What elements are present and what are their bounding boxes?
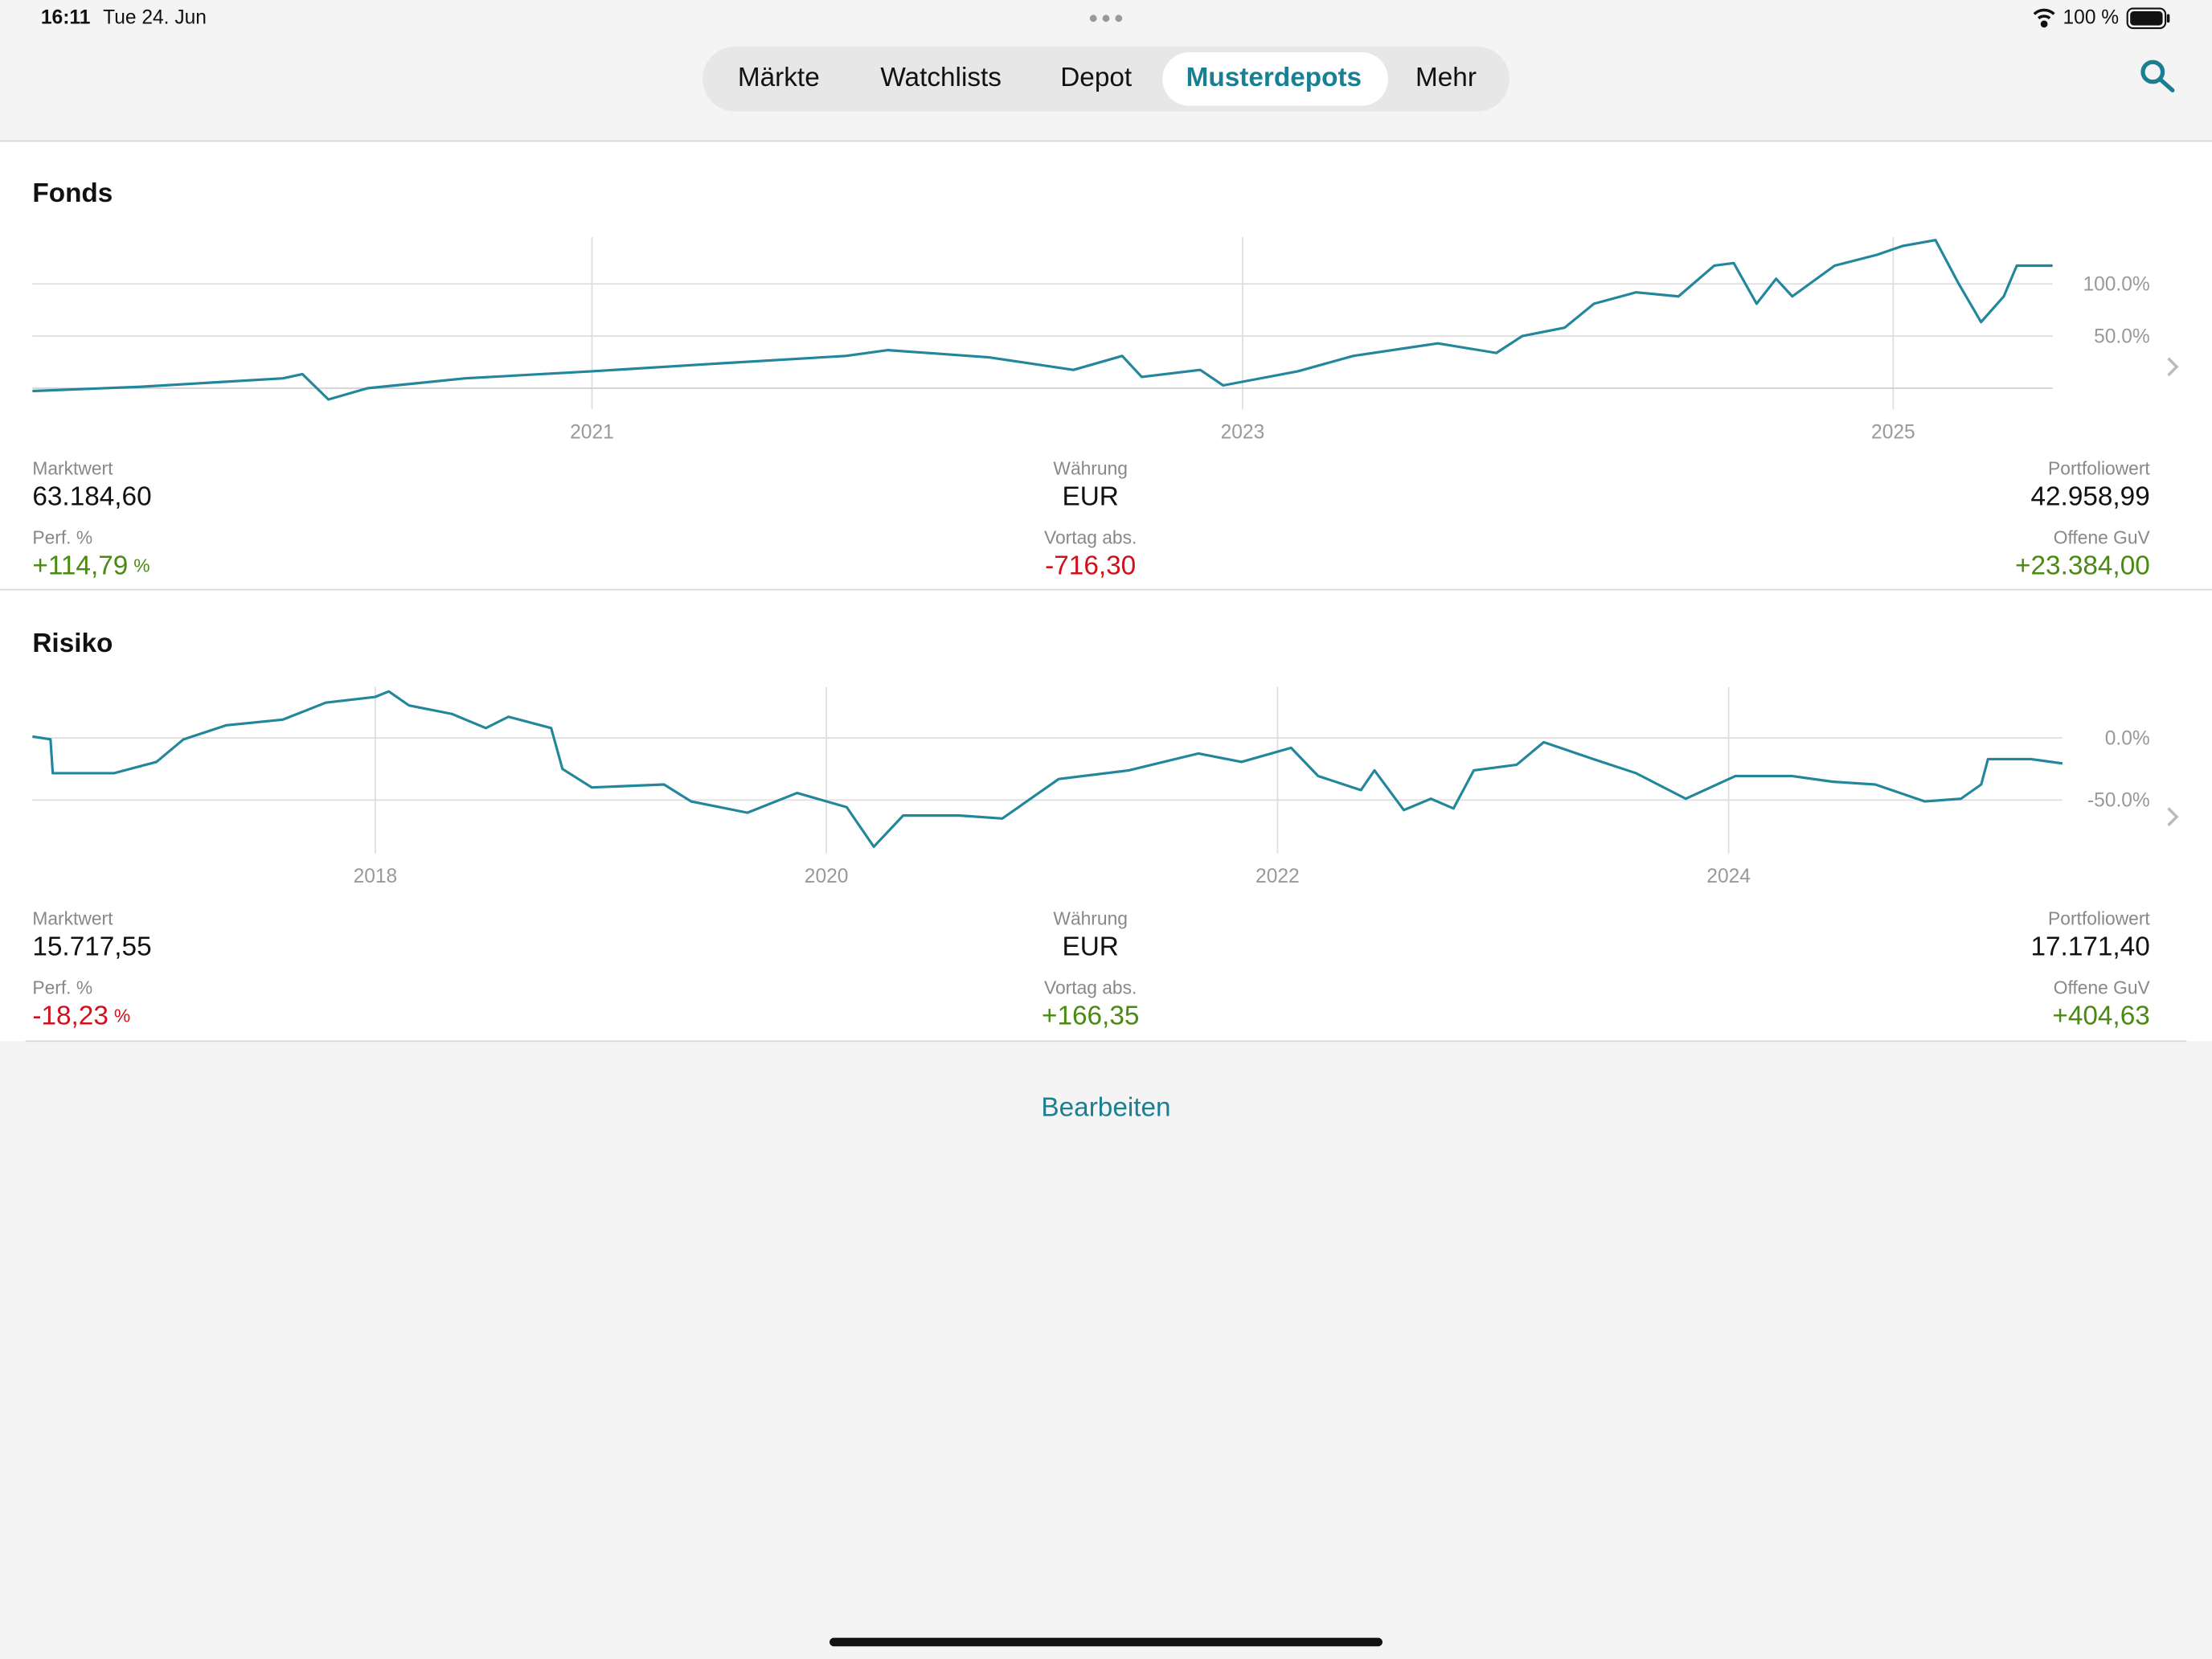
field-value: 63.184,60 bbox=[32, 481, 151, 511]
field-value-number: +166,35 bbox=[1042, 1001, 1139, 1030]
field-label: Perf. % bbox=[32, 526, 92, 547]
x-tick-label: 2023 bbox=[1221, 421, 1265, 443]
home-indicator bbox=[830, 1637, 1382, 1647]
field-value-number: -716,30 bbox=[1045, 551, 1136, 580]
active-tab-pill bbox=[1162, 51, 1389, 106]
field-value-number: 15.717,55 bbox=[32, 932, 151, 961]
field-value: 42.958,99 bbox=[2030, 481, 2149, 511]
field-value-number: +23.384,00 bbox=[2015, 551, 2150, 580]
series-line bbox=[32, 690, 2063, 848]
status-time: 16:11 bbox=[41, 6, 90, 28]
field-label: Offene GuV bbox=[2054, 526, 2151, 547]
field-label: Portfoliowert bbox=[2048, 457, 2150, 478]
x-tick-label: 2024 bbox=[1706, 866, 1751, 887]
x-tick-label: 2020 bbox=[805, 866, 849, 887]
field-value: 15.717,55 bbox=[32, 932, 151, 961]
x-tick-label: 2022 bbox=[1256, 866, 1300, 887]
field-value: EUR bbox=[1063, 932, 1119, 961]
field-value: +166,35 bbox=[1042, 1001, 1139, 1030]
x-tick-label: 2018 bbox=[354, 866, 398, 887]
field-value-number: -18,23 bbox=[32, 1001, 109, 1030]
field-value-number: 63.184,60 bbox=[32, 481, 151, 511]
field-value: -716,30 bbox=[1045, 551, 1136, 580]
y-tick-label: 50.0% bbox=[2094, 326, 2150, 347]
field-value-number: EUR bbox=[1063, 481, 1119, 511]
field-label: Perf. % bbox=[32, 977, 92, 997]
field-unit: % bbox=[114, 1005, 130, 1026]
y-tick-label: -50.0% bbox=[2087, 790, 2150, 812]
battery-text: 100 % bbox=[2063, 6, 2120, 28]
section-title: Fonds bbox=[32, 178, 113, 208]
field-label: Vortag abs. bbox=[1044, 977, 1137, 997]
field-value: 17.171,40 bbox=[2030, 932, 2149, 961]
search-icon[interactable] bbox=[2140, 59, 2175, 92]
y-tick-label: 0.0% bbox=[2105, 727, 2150, 749]
y-tick-label: 100.0% bbox=[2083, 273, 2149, 295]
field-label: Währung bbox=[1053, 907, 1128, 928]
edit-button[interactable]: Bearbeiten bbox=[1041, 1092, 1170, 1122]
field-value-number: EUR bbox=[1063, 932, 1119, 961]
field-value: +114,79% bbox=[32, 551, 150, 580]
field-label: Währung bbox=[1053, 457, 1128, 478]
battery-icon bbox=[2126, 7, 2170, 30]
field-label: Offene GuV bbox=[2054, 977, 2151, 997]
tab[interactable]: Watchlists bbox=[880, 63, 1002, 92]
field-label: Marktwert bbox=[32, 457, 113, 478]
field-value: EUR bbox=[1063, 481, 1119, 511]
wifi-icon bbox=[2033, 8, 2055, 28]
tab[interactable]: Depot bbox=[1060, 63, 1133, 92]
field-value-number: +114,79 bbox=[32, 551, 128, 580]
field-value-number: +404,63 bbox=[2052, 1001, 2149, 1030]
field-label: Marktwert bbox=[32, 907, 113, 928]
field-value: +23.384,00 bbox=[2015, 551, 2150, 580]
tab[interactable]: Märkte bbox=[738, 63, 820, 92]
series-line bbox=[32, 239, 2053, 401]
content-panel bbox=[0, 141, 2212, 1042]
field-label: Vortag abs. bbox=[1044, 526, 1137, 547]
field-value-number: 42.958,99 bbox=[2030, 481, 2149, 511]
x-tick-label: 2021 bbox=[570, 421, 614, 443]
disclosure-chevrons bbox=[2167, 357, 2179, 826]
field-unit: % bbox=[133, 555, 150, 576]
x-tick-label: 2025 bbox=[1871, 421, 1915, 443]
field-value: -18,23% bbox=[32, 1001, 130, 1030]
field-value: +404,63 bbox=[2052, 1001, 2149, 1030]
field-label: Portfoliowert bbox=[2048, 907, 2150, 928]
tab[interactable]: Musterdepots bbox=[1186, 63, 1362, 92]
status-date: Tue 24. Jun bbox=[103, 6, 207, 28]
tab[interactable]: Mehr bbox=[1415, 63, 1477, 92]
multitask-dots bbox=[1089, 14, 1123, 23]
field-value-number: 17.171,40 bbox=[2030, 932, 2149, 961]
section-title: Risiko bbox=[32, 629, 113, 658]
